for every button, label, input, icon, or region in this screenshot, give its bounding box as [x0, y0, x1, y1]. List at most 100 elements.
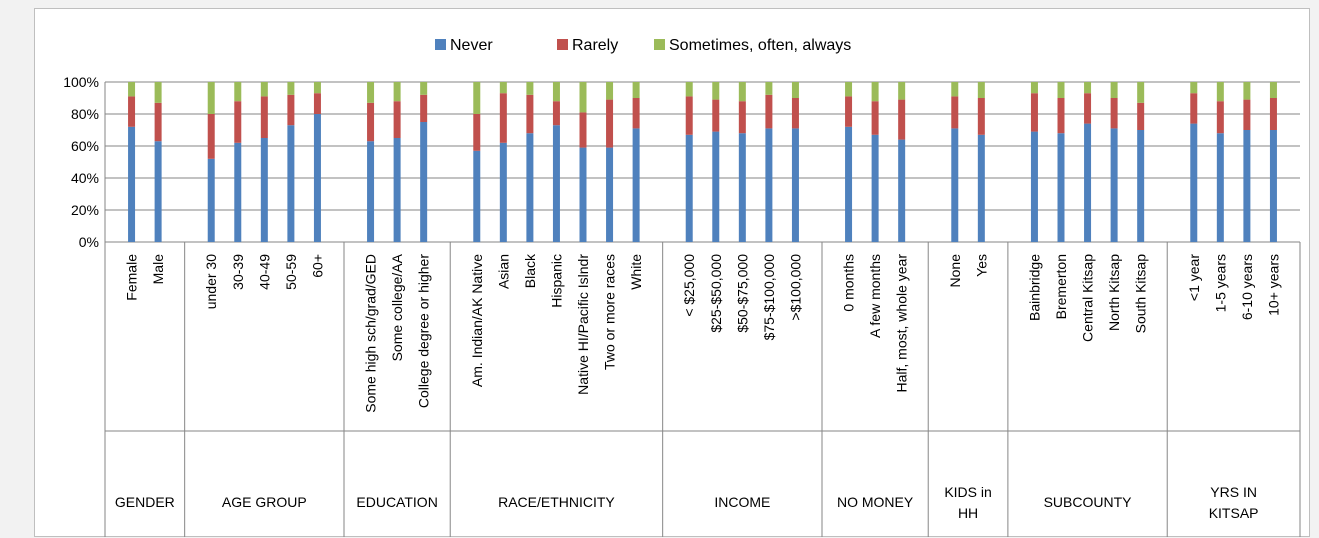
- bar-segment-rarely: [473, 114, 481, 151]
- category-label: Hispanic: [548, 254, 564, 308]
- bar-segment-never: [1030, 131, 1038, 242]
- category-label: 30-39: [230, 254, 246, 290]
- bar-segment-never: [606, 147, 614, 242]
- category-label: Bremerton: [1053, 254, 1069, 319]
- bar-segment-rarely: [712, 99, 720, 132]
- bar-segment-sometimes: [1030, 82, 1038, 94]
- category-label: Yes: [973, 254, 989, 277]
- bar-segment-sometimes: [765, 82, 773, 95]
- bar-segment-sometimes: [951, 82, 959, 97]
- bar-segment-sometimes: [1243, 82, 1251, 100]
- bar-segment-never: [1057, 133, 1065, 242]
- category-label: College degree or higher: [416, 254, 432, 408]
- bar-segment-never: [1110, 128, 1118, 242]
- bar-segment-sometimes: [552, 82, 560, 102]
- category-label: Am. Indian/AK Native: [469, 254, 485, 387]
- bar-segment-sometimes: [632, 82, 640, 98]
- bar-segment-rarely: [313, 93, 321, 114]
- bar-segment-rarely: [393, 101, 401, 138]
- category-label: <1 year: [1186, 254, 1202, 301]
- bar-segment-rarely: [234, 101, 242, 143]
- category-label: 10+ years: [1265, 254, 1281, 316]
- bar-segment-never: [1190, 123, 1198, 242]
- bar-segment-sometimes: [977, 82, 985, 98]
- group-label: KIDS in: [944, 484, 991, 500]
- bar-segment-rarely: [871, 101, 879, 135]
- bar-segment-rarely: [499, 93, 507, 143]
- bar-segment-never: [526, 133, 534, 242]
- bar-segment-rarely: [367, 102, 375, 142]
- category-label: Female: [124, 254, 140, 301]
- bar-segment-sometimes: [1216, 82, 1224, 102]
- bar-segment-never: [1269, 130, 1277, 242]
- bar-segment-never: [765, 128, 773, 242]
- category-label: Native HI/Pacific Islndr: [575, 254, 591, 395]
- bar-segment-rarely: [977, 98, 985, 135]
- category-label: Asian: [495, 254, 511, 289]
- bar-segment-never: [791, 128, 799, 242]
- y-tick-label: 40%: [71, 170, 99, 186]
- y-tick-label: 20%: [71, 202, 99, 218]
- bar-segment-never: [977, 134, 985, 242]
- group-label: INCOME: [714, 494, 770, 510]
- y-tick-label: 100%: [63, 74, 99, 90]
- bar-segment-sometimes: [1269, 82, 1277, 98]
- bar-segment-rarely: [579, 112, 587, 148]
- bar-segment-rarely: [287, 94, 295, 126]
- group-label: KITSAP: [1209, 505, 1259, 521]
- group-label: RACE/ETHNICITY: [498, 494, 615, 510]
- bar-segment-never: [685, 134, 693, 242]
- y-tick-label: 0%: [79, 234, 99, 250]
- bar-segment-sometimes: [313, 82, 321, 94]
- category-label: South Kitsap: [1133, 254, 1149, 334]
- bar-segment-sometimes: [579, 82, 587, 113]
- category-label: 0 months: [841, 254, 857, 312]
- bar-segment-rarely: [1030, 93, 1038, 132]
- bar-segment-never: [552, 125, 560, 242]
- bar-segment-rarely: [1084, 93, 1092, 124]
- bar-segment-sometimes: [207, 82, 215, 114]
- bar-segment-never: [871, 134, 879, 242]
- bar-segment-sometimes: [1190, 82, 1198, 94]
- category-label: Male: [150, 254, 166, 285]
- bar-segment-rarely: [845, 96, 853, 127]
- bar-segment-never: [154, 141, 162, 242]
- bar-segment-never: [579, 147, 587, 242]
- bar-segment-sometimes: [1110, 82, 1118, 98]
- chart-area: 0% 20% 40% 60% 80% 100% Never Rarely Sometimes, …: [34, 8, 1310, 537]
- category-label: 1-5 years: [1212, 254, 1228, 312]
- bar-segment-never: [367, 141, 375, 242]
- bar-segment-sometimes: [1057, 82, 1065, 98]
- bar-segment-never: [1243, 130, 1251, 242]
- bar-segment-rarely: [1216, 101, 1224, 134]
- bar-segment-rarely: [260, 96, 268, 138]
- category-label: Some college/AA: [389, 253, 405, 361]
- bar-segment-sometimes: [473, 82, 481, 114]
- bar-segment-rarely: [1137, 102, 1145, 130]
- bar-segment-never: [128, 126, 136, 242]
- bar-segment-sometimes: [260, 82, 268, 97]
- bar-segment-never: [738, 133, 746, 242]
- group-label: HH: [958, 505, 978, 521]
- bar-segment-sometimes: [685, 82, 693, 97]
- category-label: >$100,000: [787, 254, 803, 321]
- bar-segment-rarely: [154, 102, 162, 142]
- bar-segment-rarely: [685, 96, 693, 135]
- bar-segment-never: [499, 142, 507, 242]
- y-tick-label: 60%: [71, 138, 99, 154]
- category-label: Some high sch/grad/GED: [363, 254, 379, 413]
- bar-segment-rarely: [898, 99, 906, 140]
- bar-segment-rarely: [951, 96, 959, 129]
- category-label: A few months: [867, 254, 883, 338]
- category-label: Two or more races: [602, 254, 618, 370]
- category-label: 6-10 years: [1239, 254, 1255, 320]
- category-label: $75-$100,000: [761, 254, 777, 341]
- bar-segment-never: [420, 122, 428, 242]
- bar-segment-sometimes: [1137, 82, 1145, 103]
- bar-segment-sometimes: [791, 82, 799, 98]
- bar-segment-rarely: [128, 96, 136, 127]
- bar-segment-never: [951, 128, 959, 242]
- bar-segment-sometimes: [845, 82, 853, 97]
- bar-segment-never: [632, 128, 640, 242]
- bar-segment-sometimes: [738, 82, 746, 102]
